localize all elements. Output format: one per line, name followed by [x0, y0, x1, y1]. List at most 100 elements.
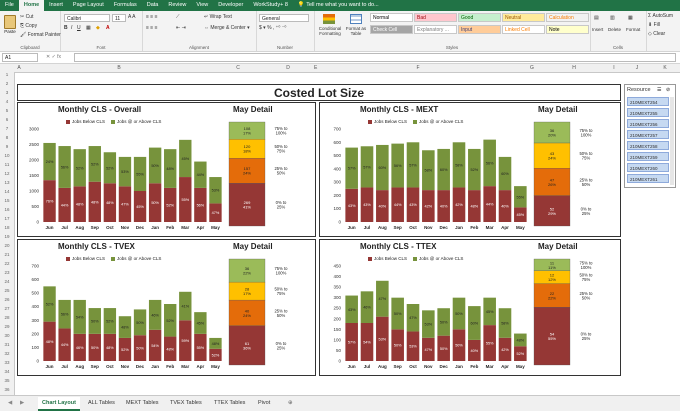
sheet-tab-tvex-tables[interactable]: TVEX Tables [170, 400, 202, 406]
row-header[interactable]: 11 [4, 162, 10, 167]
orientation-icon[interactable]: ⟋ [176, 14, 180, 20]
row-header[interactable]: 1 [5, 72, 9, 77]
row-header[interactable]: 29 [4, 324, 10, 329]
conditional-formatting-button[interactable]: Conditional Formatting [318, 26, 342, 36]
row-header[interactable]: 3 [5, 90, 9, 95]
row-header[interactable]: 4 [5, 99, 9, 104]
cell-style-good[interactable]: Good [458, 13, 501, 22]
tell-me-search[interactable]: 💡 Tell me what you want to do... [297, 2, 379, 8]
column-header[interactable]: G [530, 65, 534, 71]
chart-panel-tvex[interactable]: Monthly CLS - TVEX May Detail Jobs Below C… [17, 239, 316, 376]
column-header[interactable]: C [236, 65, 240, 71]
fill-color-icon[interactable]: ◆ [96, 25, 100, 31]
slicer-item[interactable]: 210MEXT255 [627, 108, 669, 117]
tab-insert[interactable]: Insert [49, 2, 63, 8]
row-header[interactable]: 25 [4, 288, 10, 293]
clear-button[interactable]: ◇ Clear [648, 31, 666, 37]
column-header[interactable]: D [286, 65, 290, 71]
clear-filter-icon[interactable]: ⊘ [666, 87, 671, 93]
row-header[interactable]: 31 [4, 342, 10, 347]
slicer-item[interactable]: 210MEXT260 [627, 163, 669, 172]
autosum-button[interactable]: Σ AutoSum [648, 13, 674, 19]
chart-panel-mext[interactable]: Monthly CLS - MEXT May Detail Jobs Below C… [319, 102, 621, 237]
column-header[interactable]: J [635, 65, 639, 71]
row-header[interactable]: 9 [5, 144, 9, 149]
slicer-item[interactable]: 210MEXT258 [627, 141, 669, 150]
row-header[interactable]: 15 [4, 198, 10, 203]
cell-style-linked-cell[interactable]: Linked Cell [502, 25, 545, 34]
tab-review[interactable]: Review [168, 2, 187, 8]
paste-button[interactable]: Paste [3, 13, 17, 39]
wrap-text-button[interactable]: ↵ Wrap Text [204, 14, 232, 20]
cell-style-check-cell[interactable]: Check Cell [370, 25, 413, 34]
row-header[interactable]: 35 [4, 378, 10, 383]
tab-page-layout[interactable]: Page Layout [72, 2, 104, 8]
row-header[interactable]: 20 [4, 243, 10, 248]
row-header[interactable]: 6 [5, 117, 9, 122]
row-header[interactable]: 22 [4, 261, 10, 266]
align-left-icons[interactable]: ≡ ≡ ≡ [146, 25, 158, 31]
font-size-select[interactable]: 11 [112, 14, 126, 22]
cell-style-normal[interactable]: Normal [370, 13, 413, 22]
sheet-tab-chart-layout[interactable]: Chart Layout [38, 397, 80, 411]
underline-button[interactable]: U [77, 25, 81, 31]
number-format-select[interactable]: General [259, 14, 309, 22]
column-header[interactable]: F [416, 65, 420, 71]
align-top-icons[interactable]: ≡ ≡ ≡ [146, 14, 158, 20]
font-grow-icon[interactable]: A A [128, 14, 136, 20]
slicer-item[interactable]: 210MEXT261 [627, 174, 669, 183]
column-header[interactable]: B [117, 65, 121, 71]
delete-cells-button[interactable]: Delete [608, 27, 622, 32]
cell-style-note[interactable]: Note [546, 25, 589, 34]
cut-button[interactable]: ✂ Cut [20, 14, 34, 20]
sheet-tab-all-tables[interactable]: ALL Tables [88, 400, 115, 406]
format-cells-button[interactable]: Format [626, 27, 641, 32]
slicer-item[interactable]: 210MEXT257 [627, 130, 669, 139]
column-header[interactable]: I [613, 65, 615, 71]
insert-cells-button[interactable]: Insert [592, 27, 604, 32]
font-color-icon[interactable]: A [106, 25, 110, 31]
tab-home[interactable]: Home [18, 0, 45, 11]
tab-developer[interactable]: Developer [218, 2, 244, 8]
row-header[interactable]: 12 [4, 171, 10, 176]
copy-button[interactable]: ⎘ Copy [20, 23, 38, 29]
cell-style-calculation[interactable]: Calculation [546, 13, 589, 22]
number-format-icons[interactable]: $ ▾ % , ⁺⁰ ⁻⁰ [259, 25, 287, 31]
sheet-tab-pivot[interactable]: Pivot [258, 400, 271, 406]
font-name-select[interactable]: Calibri [64, 14, 110, 22]
column-header[interactable]: E [314, 65, 318, 71]
row-header[interactable]: 8 [5, 135, 9, 140]
row-header[interactable]: 18 [4, 225, 10, 230]
row-header[interactable]: 34 [4, 369, 10, 374]
chart-panel-ttex[interactable]: Monthly CLS - TTEX May Detail Jobs Below C… [319, 239, 621, 376]
scroll-left-arrow-icon[interactable]: ◀ [8, 400, 13, 406]
slicer-item[interactable]: 210MEXT259 [627, 152, 669, 161]
tab-workstudy[interactable]: WorkStudy+ 8 [253, 2, 288, 8]
sheet-tab-ttex-tables[interactable]: TTEX Tables [214, 400, 246, 406]
add-sheet-icon[interactable]: ⊕ [288, 400, 293, 406]
multi-select-icon[interactable]: ☰ [657, 87, 662, 93]
slicer-scrollbar[interactable] [670, 97, 674, 185]
slicer-item[interactable]: 210MEXT256 [627, 119, 669, 128]
row-header[interactable]: 16 [4, 207, 10, 212]
cell-style-neutral[interactable]: Neutral [502, 13, 545, 22]
cell-style-explanatory[interactable]: Explanatory ... [414, 25, 457, 34]
scroll-right-arrow-icon[interactable]: ▶ [20, 400, 25, 406]
tab-data[interactable]: Data [146, 2, 159, 8]
row-header[interactable]: 17 [4, 216, 10, 221]
merge-center-button[interactable]: ⇔ Merge & Center ▾ [204, 25, 250, 31]
row-header[interactable]: 14 [4, 189, 10, 194]
cell-style-input[interactable]: Input [458, 25, 501, 34]
row-header[interactable]: 28 [4, 315, 10, 320]
cell-style-bad[interactable]: Bad [414, 13, 457, 22]
row-header[interactable]: 27 [4, 306, 10, 311]
tab-file[interactable]: File [5, 2, 14, 8]
row-header[interactable]: 32 [4, 351, 10, 356]
fill-button[interactable]: ⬇ Fill [648, 22, 660, 28]
row-header[interactable]: 19 [4, 234, 10, 239]
column-header[interactable]: H [572, 65, 576, 71]
row-header[interactable]: 13 [4, 180, 10, 185]
row-header[interactable]: 26 [4, 297, 10, 302]
italic-button[interactable]: I [71, 25, 73, 31]
formula-input[interactable] [74, 53, 676, 62]
